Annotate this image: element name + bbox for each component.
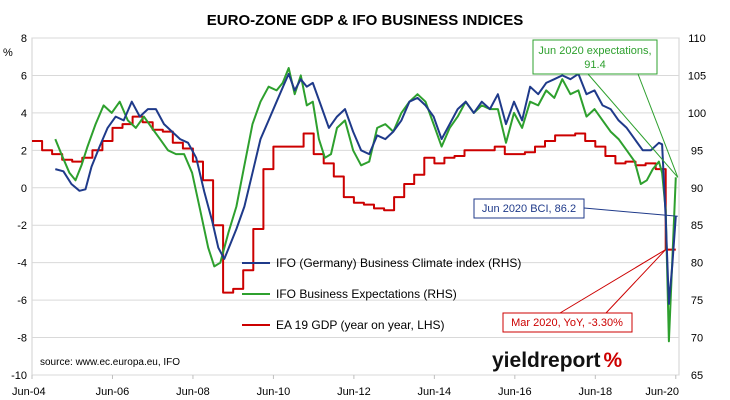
x-axis-tick-label: Jun-18 xyxy=(578,386,612,398)
right-axis-tick-label: 105 xyxy=(688,70,706,82)
annotation-leader xyxy=(559,249,666,314)
x-axis-ticks: Jun-04 Jun-06 Jun-08 Jun-10 Jun-12 Jun-14 Jun-… xyxy=(12,375,679,398)
left-axis-tick-label: 2 xyxy=(21,145,27,157)
left-axis-tick-label: 6 xyxy=(21,70,27,82)
annotation-leader xyxy=(583,207,678,217)
annotation-label: Jun 2020 BCI, 86.2 xyxy=(482,203,576,215)
left-axis-tick-label: -2 xyxy=(17,220,27,232)
right-axis-ticks: 65 70 75 80 85 90 95 100 105 110 xyxy=(688,33,706,382)
x-axis-tick-label: Jun-14 xyxy=(418,386,452,398)
x-axis-tick-label: Jun-06 xyxy=(96,386,130,398)
left-axis-tick-label: -4 xyxy=(17,258,27,270)
annotations: Jun 2020 expectations, 91.4 Jun 2020 BCI, … xyxy=(473,39,679,333)
logo-word: yieldreport xyxy=(492,349,601,372)
right-axis-tick-label: 70 xyxy=(691,333,703,345)
logo-wordmark: yieldreport% xyxy=(492,349,623,372)
x-axis-tick-label: Jun-20 xyxy=(645,386,679,398)
annotation-leader xyxy=(587,73,679,178)
series-layer xyxy=(32,67,677,343)
right-axis-tick-label: 75 xyxy=(691,295,703,307)
right-axis-tick-label: 100 xyxy=(688,108,706,120)
logo-percent-symbol: % xyxy=(604,349,623,372)
annotation-box xyxy=(532,39,658,75)
x-axis-tick-label: Jun-04 xyxy=(12,386,46,398)
left-axis-ticks: -10 -8 -6 -4 -2 0 2 4 6 8 xyxy=(11,33,27,382)
left-axis-tick-label: -6 xyxy=(17,295,27,307)
annotation-box xyxy=(502,312,633,333)
legend: IFO (Germany) Business Climate index (RH… xyxy=(242,256,521,332)
chart-title: EURO-ZONE GDP & IFO BUSINESS INDICES xyxy=(207,12,523,29)
source-note: source: www.ec.europa.eu, IFO xyxy=(40,357,180,368)
x-axis-tick-label: Jun-08 xyxy=(176,386,210,398)
left-axis-tick-label: -10 xyxy=(11,370,27,382)
annotation-label: Mar 2020, YoY, -3.30% xyxy=(511,317,623,329)
annotation-leader xyxy=(605,249,667,314)
right-axis-tick-label: 110 xyxy=(688,33,706,45)
annotation-label: Jun 2020 expectations, xyxy=(538,45,651,57)
x-axis-tick-label: Jun-16 xyxy=(498,386,532,398)
right-axis-tick-label: 65 xyxy=(691,370,703,382)
x-axis-tick-label: Jun-12 xyxy=(337,386,371,398)
left-axis-tick-label: -8 xyxy=(17,333,27,345)
legend-label: IFO Business Expectations (RHS) xyxy=(276,287,457,301)
series-line-1 xyxy=(54,67,677,343)
series-line-2 xyxy=(32,115,676,294)
right-axis-tick-label: 90 xyxy=(691,183,703,195)
grid-lines xyxy=(32,37,679,376)
annotation-box xyxy=(473,198,585,219)
legend-label: IFO (Germany) Business Climate index (RH… xyxy=(276,256,521,270)
left-axis-tick-label: 8 xyxy=(21,33,27,45)
annotation-label: 91.4 xyxy=(584,59,605,71)
annotation-leader xyxy=(637,73,679,178)
logo: yieldreport% xyxy=(492,349,623,372)
x-axis-tick-label: Jun-10 xyxy=(257,386,291,398)
legend-label: EA 19 GDP (year on year, LHS) xyxy=(276,318,445,332)
left-axis-unit: % xyxy=(3,47,13,59)
right-axis-tick-label: 95 xyxy=(691,145,703,157)
left-axis-tick-label: 4 xyxy=(21,108,27,120)
series-line-0 xyxy=(55,72,677,305)
right-axis-tick-label: 85 xyxy=(691,220,703,232)
right-axis-tick-label: 80 xyxy=(691,258,703,270)
left-axis-tick-label: 0 xyxy=(21,183,27,195)
